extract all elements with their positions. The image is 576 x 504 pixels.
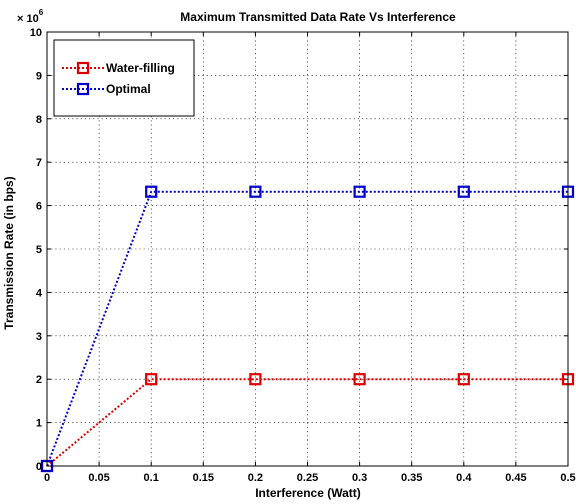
y-tick-label: 8 bbox=[36, 114, 42, 126]
legend-box bbox=[53, 39, 195, 117]
plot-frame bbox=[46, 31, 569, 467]
data-point-optimal bbox=[353, 185, 366, 198]
x-tick-label: 0.15 bbox=[193, 472, 214, 484]
x-tick-label: 0 bbox=[44, 472, 50, 484]
data-point-optimal bbox=[249, 185, 262, 198]
x-tick-label: 0.45 bbox=[505, 472, 526, 484]
legend: Water-filling Optimal bbox=[53, 39, 195, 117]
data-point-water-filling bbox=[353, 373, 366, 386]
grid bbox=[47, 32, 568, 466]
x-tick-label: 0.05 bbox=[88, 472, 109, 484]
y-tick-label: 10 bbox=[30, 27, 42, 39]
data-point-water-filling bbox=[249, 373, 262, 386]
legend-marker-optimal bbox=[76, 82, 90, 96]
x-tick-label: 0.5 bbox=[560, 472, 575, 484]
x-tick-label: 0.4 bbox=[456, 472, 472, 484]
y-axis-multiplier-exponent: 6 bbox=[39, 8, 44, 17]
series-line-optimal bbox=[46, 190, 568, 467]
y-tick-label: 1 bbox=[36, 418, 42, 430]
y-tick-label: 6 bbox=[36, 201, 42, 213]
data-point-optimal bbox=[457, 185, 470, 198]
chart-title: Maximum Transmitted Data Rate Vs Interfe… bbox=[180, 10, 456, 24]
legend-entry-water-filling: Water-filling bbox=[62, 61, 175, 75]
data-point-water-filling bbox=[457, 373, 470, 386]
y-tick-label: 5 bbox=[36, 244, 42, 256]
legend-label-water-filling: Water-filling bbox=[106, 61, 175, 75]
y-tick-label: 0 bbox=[36, 461, 42, 473]
y-tick-label: 2 bbox=[36, 374, 42, 386]
y-axis-multiplier: × 106 bbox=[17, 8, 44, 25]
x-axis-title: Interference (Watt) bbox=[255, 486, 361, 500]
data-point-optimal bbox=[145, 185, 158, 198]
x-tick-label: 0.35 bbox=[401, 472, 422, 484]
series-line-water-filling bbox=[46, 378, 568, 467]
tick-labels: 0 0.05 0.1 0.15 0.2 0.25 0.3 0.35 0.4 0.45 0.5 0 1 2 3… bbox=[30, 27, 576, 484]
y-tick-label: 7 bbox=[36, 157, 42, 169]
y-tick-label: 9 bbox=[36, 70, 42, 82]
legend-marker-water-filling bbox=[76, 61, 90, 75]
y-axis-title: Transmission Rate (in bps) bbox=[2, 176, 16, 329]
y-axis-multiplier-base: × 10 bbox=[17, 13, 39, 25]
legend-entry-optimal: Optimal bbox=[62, 82, 151, 96]
data-point-water-filling bbox=[145, 373, 158, 386]
y-tick-label: 3 bbox=[36, 331, 42, 343]
y-tick-label: 4 bbox=[36, 287, 43, 299]
series-optimal bbox=[40, 185, 575, 473]
legend-label-optimal: Optimal bbox=[106, 82, 151, 96]
x-tick-label: 0.2 bbox=[248, 472, 263, 484]
x-tick-label: 0.25 bbox=[297, 472, 318, 484]
x-tick-label: 0.1 bbox=[144, 472, 159, 484]
x-tick-label: 0.3 bbox=[352, 472, 367, 484]
